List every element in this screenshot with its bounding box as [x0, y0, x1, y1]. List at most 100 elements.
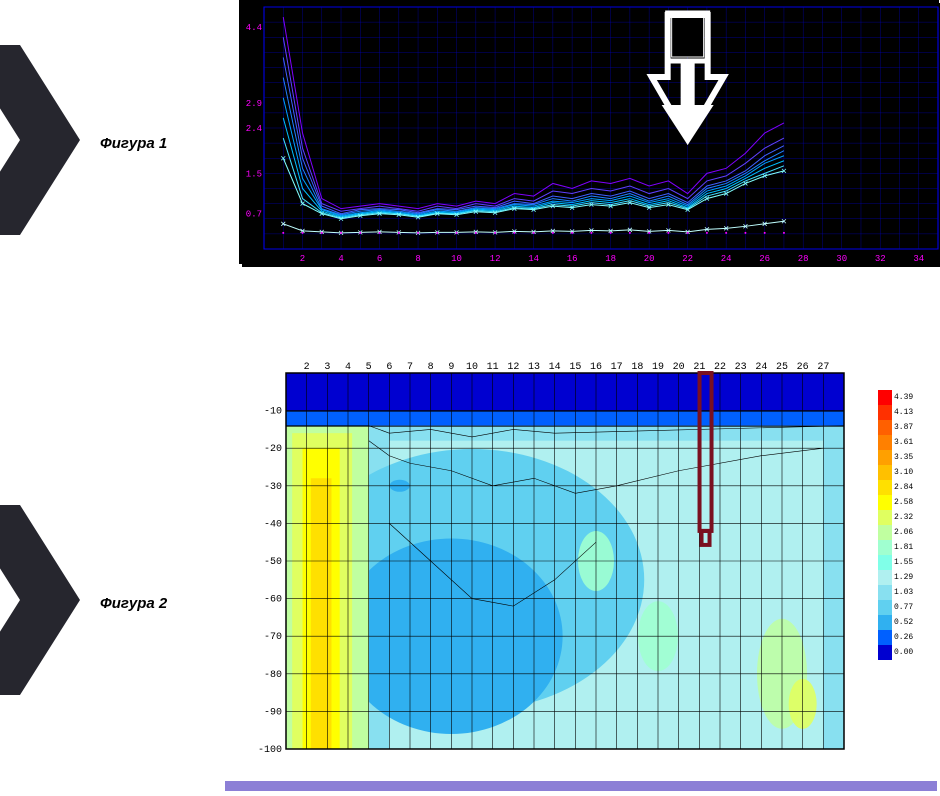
legend-swatch [878, 540, 892, 555]
legend-swatch [878, 390, 892, 405]
contour-chart-svg: 2345678910111213141516171819202122232425… [250, 355, 850, 755]
legend-row: 3.35 [878, 450, 913, 465]
legend-row: 1.03 [878, 585, 913, 600]
svg-text:6: 6 [377, 254, 382, 264]
svg-text:24: 24 [755, 362, 767, 373]
svg-text:-70: -70 [264, 632, 282, 643]
legend-swatch [878, 525, 892, 540]
svg-text:25: 25 [776, 362, 788, 373]
svg-text:3: 3 [324, 362, 330, 373]
legend-value: 1.81 [892, 543, 913, 552]
legend-row: 0.26 [878, 630, 913, 645]
legend-row: 2.06 [878, 525, 913, 540]
svg-text:23: 23 [735, 362, 747, 373]
svg-text:17: 17 [611, 362, 623, 373]
legend-row: 4.13 [878, 405, 913, 420]
svg-text:-100: -100 [258, 745, 282, 755]
svg-text:10: 10 [451, 254, 462, 264]
legend-row: 0.77 [878, 600, 913, 615]
svg-text:24: 24 [721, 254, 732, 264]
svg-text:-40: -40 [264, 519, 282, 530]
svg-text:20: 20 [673, 362, 685, 373]
legend-swatch [878, 510, 892, 525]
svg-text:-10: -10 [264, 407, 282, 418]
svg-text:28: 28 [798, 254, 809, 264]
svg-text:18: 18 [605, 254, 616, 264]
legend-value: 3.61 [892, 438, 913, 447]
svg-text:7: 7 [407, 362, 413, 373]
legend-row: 1.55 [878, 555, 913, 570]
legend-value: 1.55 [892, 558, 913, 567]
decorative-noise-bar [225, 778, 937, 788]
svg-text:15: 15 [569, 362, 581, 373]
svg-text:14: 14 [549, 362, 561, 373]
figure-2-label: Фигура 2 [100, 595, 167, 612]
svg-text:4: 4 [345, 362, 351, 373]
svg-text:1.5: 1.5 [246, 169, 262, 179]
svg-text:27: 27 [817, 362, 829, 373]
svg-text:4: 4 [338, 254, 343, 264]
legend-value: 1.03 [892, 588, 913, 597]
legend-row: 1.29 [878, 570, 913, 585]
svg-text:6: 6 [386, 362, 392, 373]
svg-text:16: 16 [590, 362, 602, 373]
svg-text:-90: -90 [264, 707, 282, 718]
chevron-shape [0, 45, 80, 235]
svg-text:13: 13 [528, 362, 540, 373]
legend-row: 0.52 [878, 615, 913, 630]
legend-row: 2.84 [878, 480, 913, 495]
svg-text:19: 19 [652, 362, 664, 373]
contour-chart-figure-2: 2345678910111213141516171819202122232425… [250, 355, 850, 755]
legend-swatch [878, 555, 892, 570]
legend-row: 3.87 [878, 420, 913, 435]
chevron-shape [0, 505, 80, 695]
legend-swatch [878, 480, 892, 495]
legend-swatch [878, 420, 892, 435]
svg-text:-80: -80 [264, 670, 282, 681]
legend-value: 0.77 [892, 603, 913, 612]
svg-text:30: 30 [836, 254, 847, 264]
legend-swatch [878, 600, 892, 615]
legend-value: 2.32 [892, 513, 913, 522]
svg-text:2.9: 2.9 [246, 99, 262, 109]
line-chart-svg: 0.71.52.42.94.42468101214161820222426283… [242, 3, 940, 267]
svg-text:-30: -30 [264, 482, 282, 493]
svg-text:-60: -60 [264, 595, 282, 606]
svg-text:-20: -20 [264, 444, 282, 455]
legend-row: 0.00 [878, 645, 913, 660]
legend-value: 0.00 [892, 648, 913, 657]
svg-text:2: 2 [300, 254, 305, 264]
legend-value: 4.13 [892, 408, 913, 417]
svg-text:26: 26 [759, 254, 770, 264]
legend-swatch [878, 495, 892, 510]
legend-value: 1.29 [892, 573, 913, 582]
svg-text:12: 12 [490, 254, 501, 264]
svg-text:5: 5 [366, 362, 372, 373]
legend-value: 0.26 [892, 633, 913, 642]
legend-value: 3.35 [892, 453, 913, 462]
legend-row: 2.58 [878, 495, 913, 510]
svg-text:22: 22 [682, 254, 693, 264]
legend-row: 3.61 [878, 435, 913, 450]
svg-text:9: 9 [448, 362, 454, 373]
svg-text:8: 8 [428, 362, 434, 373]
svg-text:20: 20 [644, 254, 655, 264]
legend-swatch [878, 465, 892, 480]
svg-text:22: 22 [714, 362, 726, 373]
chevron-decoration-1 [0, 45, 80, 235]
legend-value: 2.58 [892, 498, 913, 507]
legend-value: 3.10 [892, 468, 913, 477]
legend-value: 3.87 [892, 423, 913, 432]
legend-swatch [878, 645, 892, 660]
svg-text:2.4: 2.4 [246, 124, 262, 134]
svg-text:8: 8 [415, 254, 420, 264]
legend-row: 1.81 [878, 540, 913, 555]
svg-text:32: 32 [875, 254, 886, 264]
legend-value: 2.84 [892, 483, 913, 492]
chevron-decoration-2 [0, 505, 80, 695]
legend-swatch [878, 450, 892, 465]
svg-text:0.7: 0.7 [246, 210, 262, 220]
legend-row: 3.10 [878, 465, 913, 480]
svg-text:12: 12 [507, 362, 519, 373]
legend-swatch [878, 570, 892, 585]
